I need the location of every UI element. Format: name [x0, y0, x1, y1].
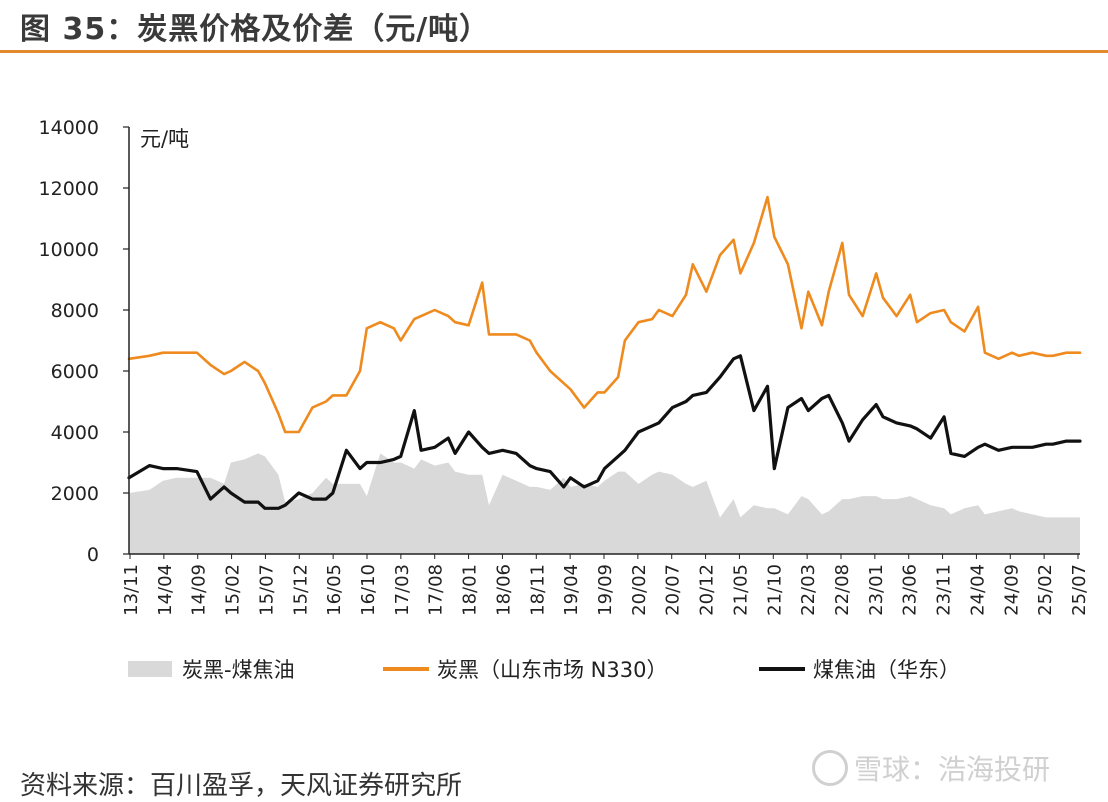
source-note: 资料来源：百川盈孚，天风证券研究所	[20, 771, 463, 801]
y-tick-label: 4000	[51, 422, 99, 444]
x-tick-label: 22/08	[832, 564, 853, 616]
x-tick-label: 20/02	[629, 564, 650, 616]
x-tick-label: 21/05	[730, 564, 751, 616]
x-tick-label: 18/01	[460, 564, 481, 616]
x-tick-label: 20/07	[663, 564, 684, 616]
legend-label: 炭黑（山东市场 N330）	[437, 658, 667, 682]
y-tick-label: 14000	[39, 117, 99, 139]
series-spread-area	[129, 453, 1080, 554]
x-tick-label: 17/03	[392, 564, 413, 616]
chart-title: 图 35：炭黑价格及价差（元/吨）	[20, 12, 491, 47]
snowball-logo-icon	[812, 750, 848, 786]
legend-swatch-spread	[128, 661, 172, 677]
series-carbon-black-line	[127, 195, 1082, 434]
x-tick-label: 18/06	[493, 564, 514, 616]
chart-svg: 0 2000 4000 6000 8000 10000 12000 14000 13/11 14/…	[39, 117, 1090, 682]
x-tick-label: 16/10	[358, 564, 379, 616]
x-tick-label: 21/10	[764, 564, 785, 616]
x-tick-label: 22/03	[798, 564, 819, 616]
x-tick-label: 25/07	[1069, 564, 1090, 616]
x-tick-label: 13/11	[121, 564, 142, 616]
x-tick-label: 19/04	[561, 564, 582, 616]
x-tick-label: 23/11	[934, 564, 955, 616]
series-lines-layer	[127, 195, 1082, 510]
x-tick-label: 24/09	[1001, 564, 1022, 616]
y-tick-label: 12000	[39, 178, 99, 200]
title-divider	[0, 50, 1108, 53]
y-tick-label: 8000	[51, 300, 99, 322]
x-tick-label: 16/05	[324, 564, 345, 616]
x-tick-label: 23/06	[900, 564, 921, 616]
x-tick-label: 15/12	[290, 564, 311, 616]
y-tick-label: 2000	[51, 483, 99, 505]
x-tick-label: 25/02	[1035, 564, 1056, 616]
legend-label: 炭黑-煤焦油	[182, 658, 295, 682]
series-coal-tar-line	[127, 354, 1082, 510]
y-tick-label: 0	[87, 544, 99, 566]
x-tick-label: 15/07	[256, 564, 277, 616]
x-tick-label: 20/12	[697, 564, 718, 616]
x-tick-label: 14/09	[189, 564, 210, 616]
watermark-text: 雪球：浩海投研	[854, 753, 1051, 786]
watermark: 雪球：浩海投研	[812, 748, 1050, 789]
axes-layer: 0 2000 4000 6000 8000 10000 12000 14000 13/11 14/…	[39, 117, 1090, 616]
y-tick-label: 6000	[51, 361, 99, 383]
legend-label: 煤焦油（华东）	[813, 658, 960, 682]
x-tick-label: 14/04	[155, 564, 176, 616]
legend: 炭黑-煤焦油 炭黑（山东市场 N330） 煤焦油（华东）	[128, 658, 960, 682]
x-tick-label: 23/01	[866, 564, 887, 616]
x-tick-label: 17/08	[426, 564, 447, 616]
x-tick-label: 18/11	[527, 564, 548, 616]
y-tick-label: 10000	[39, 239, 99, 261]
spread-area-layer	[129, 453, 1080, 554]
y-axis-label: 元/吨	[140, 127, 189, 151]
x-tick-label: 15/02	[223, 564, 244, 616]
x-tick-label: 19/09	[595, 564, 616, 616]
x-tick-label: 24/04	[967, 564, 988, 616]
